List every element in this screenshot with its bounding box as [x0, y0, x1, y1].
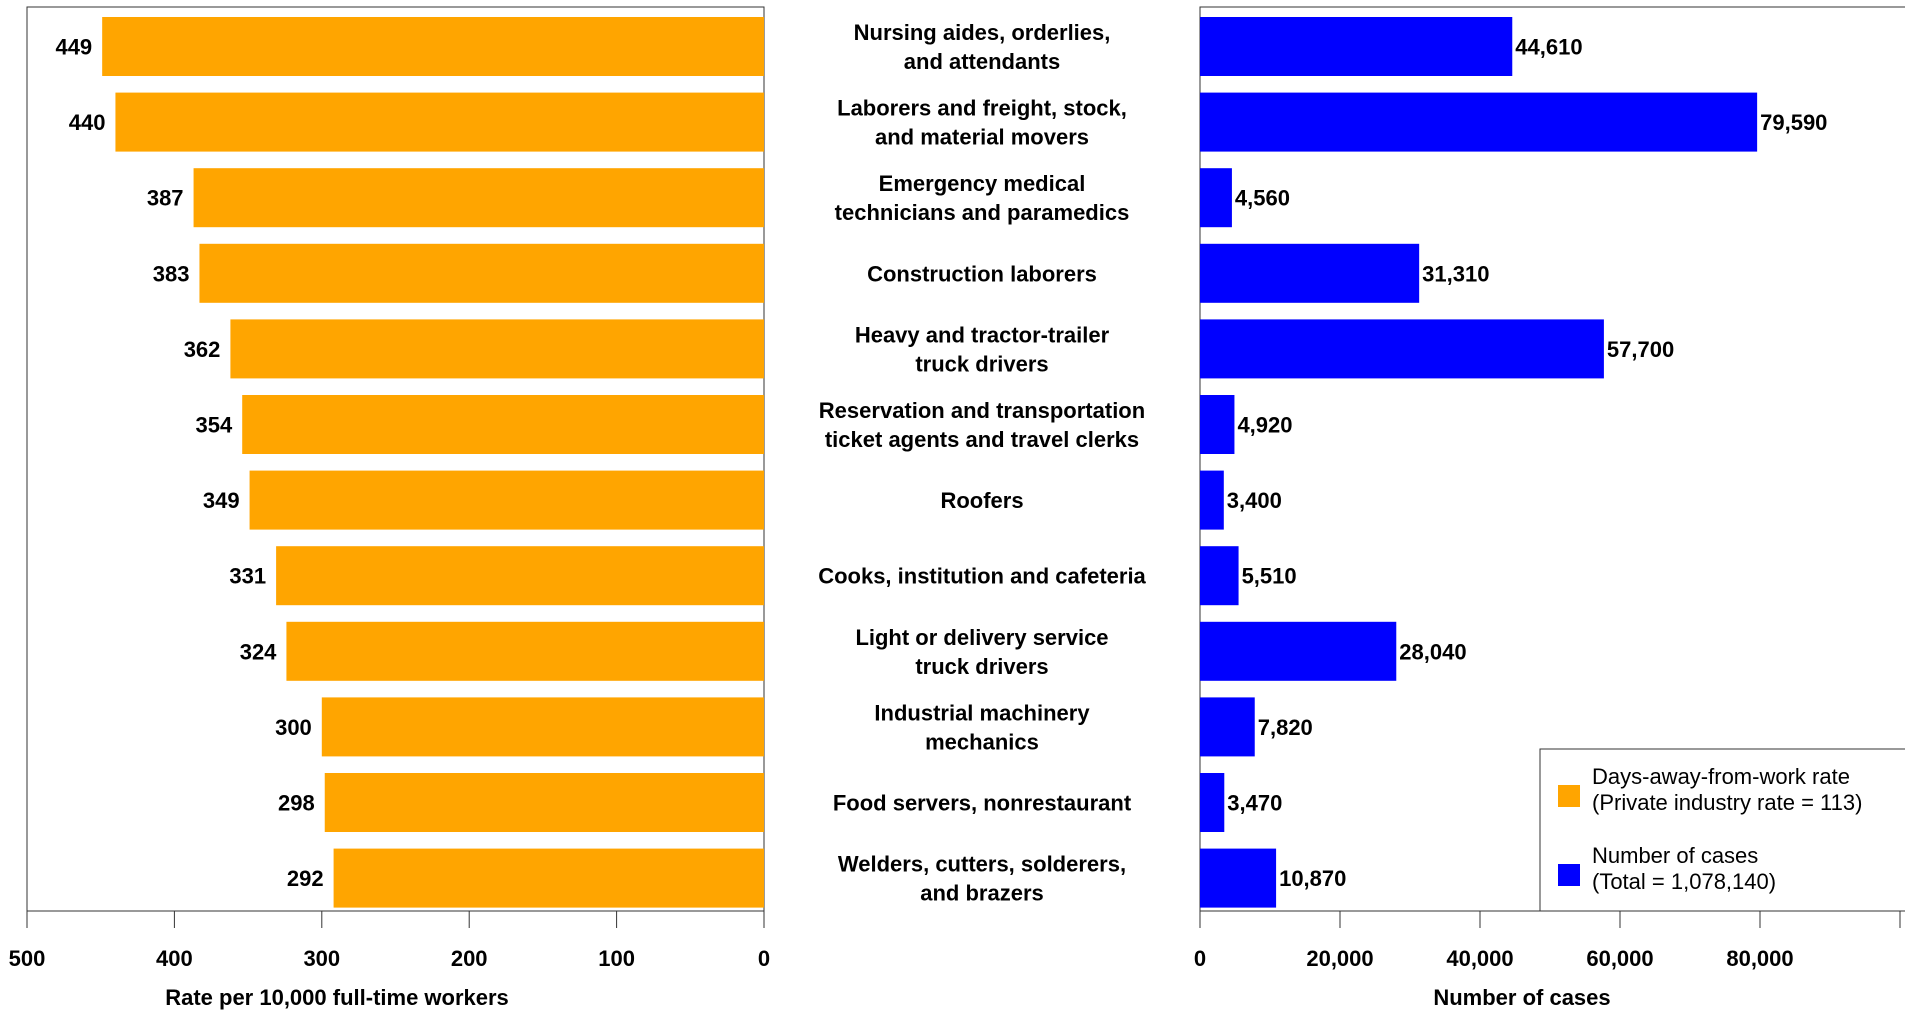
category-label: Food servers, nonrestaurant	[833, 791, 1132, 816]
rate-data-label: 324	[240, 639, 277, 664]
cases-data-label: 7,820	[1258, 715, 1313, 740]
cases-bar	[1200, 697, 1255, 757]
category-label: truck drivers	[915, 351, 1048, 376]
category-label: Light or delivery service	[855, 625, 1108, 650]
cases-bar	[1200, 546, 1239, 606]
category-label: and brazers	[920, 881, 1044, 906]
cases-data-label: 57,700	[1607, 337, 1674, 362]
legend-label: (Private industry rate = 113)	[1592, 790, 1862, 815]
category-label: and attendants	[904, 49, 1060, 74]
category-label: Construction laborers	[867, 261, 1097, 286]
left-axis-tick-label: 200	[451, 946, 488, 971]
rate-data-label: 440	[69, 110, 106, 135]
rate-data-label: 349	[203, 488, 240, 513]
left-axis-tick-label: 300	[303, 946, 340, 971]
left-axis-tick-label: 100	[598, 946, 635, 971]
rate-data-label: 331	[229, 564, 266, 589]
cases-bar	[1200, 168, 1232, 228]
right-axis-tick-label: 40,000	[1446, 946, 1513, 971]
category-label: Emergency medical	[879, 171, 1086, 196]
rate-bar	[324, 773, 764, 832]
cases-bar	[1200, 773, 1225, 832]
rate-bar	[193, 168, 764, 228]
rate-data-label: 387	[147, 186, 184, 211]
rate-bar	[115, 92, 764, 152]
rate-data-label: 362	[184, 337, 221, 362]
left-axis-tick-label: 500	[9, 946, 46, 971]
legend-label: (Total = 1,078,140)	[1592, 869, 1776, 894]
rate-data-label: 383	[153, 261, 190, 286]
cases-bar	[1200, 92, 1758, 152]
cases-data-label: 3,400	[1227, 488, 1282, 513]
rate-data-label: 292	[287, 866, 324, 891]
category-label: Industrial machinery	[874, 700, 1090, 725]
legend-label: Days-away-from-work rate	[1592, 764, 1850, 789]
category-label: ticket agents and travel clerks	[825, 427, 1139, 452]
legend-label: Number of cases	[1592, 843, 1758, 868]
left-axis-tick-label: 400	[156, 946, 193, 971]
rate-bar	[276, 546, 764, 606]
cases-bar	[1200, 17, 1513, 76]
cases-data-label: 79,590	[1760, 110, 1827, 135]
cases-data-label: 4,920	[1237, 413, 1292, 438]
cases-data-label: 31,310	[1422, 261, 1489, 286]
cases-data-label: 5,510	[1242, 564, 1297, 589]
category-label: Reservation and transportation	[819, 398, 1145, 423]
rate-data-label: 449	[55, 35, 92, 60]
right-axis-tick-label: 60,000	[1586, 946, 1653, 971]
cases-data-label: 10,870	[1279, 866, 1346, 891]
legend-box	[1539, 748, 1905, 912]
legend-swatch	[1558, 864, 1580, 886]
rate-bar	[333, 848, 764, 908]
cases-data-label: 3,470	[1227, 791, 1282, 816]
legend-swatch	[1558, 785, 1580, 807]
category-label: Laborers and freight, stock,	[837, 96, 1127, 121]
category-label: technicians and paramedics	[835, 200, 1130, 225]
rate-bar	[242, 395, 765, 454]
rate-data-label: 298	[278, 791, 315, 816]
cases-bar	[1200, 621, 1397, 681]
category-label: and material movers	[875, 125, 1089, 150]
cases-data-label: 28,040	[1399, 639, 1466, 664]
rate-bar	[230, 319, 765, 379]
category-label: truck drivers	[915, 654, 1048, 679]
left-axis-title: Rate per 10,000 full-time workers	[165, 985, 509, 1010]
left-axis-tick-label: 0	[758, 946, 770, 971]
cases-bar	[1200, 470, 1224, 530]
cases-bar	[1200, 243, 1420, 303]
rate-bar	[286, 621, 764, 681]
cases-bar	[1200, 848, 1277, 908]
rate-bar	[321, 697, 764, 757]
right-axis-tick-label: 0	[1194, 946, 1206, 971]
category-label: Cooks, institution and cafeteria	[818, 564, 1146, 589]
category-label: Heavy and tractor-trailer	[855, 322, 1110, 347]
category-label: mechanics	[925, 729, 1039, 754]
category-label: Welders, cutters, solderers,	[838, 852, 1126, 877]
rate-bar	[249, 470, 765, 530]
rate-data-label: 300	[275, 715, 312, 740]
rate-data-label: 354	[195, 413, 232, 438]
rate-bar	[199, 243, 764, 303]
category-label: Nursing aides, orderlies,	[854, 20, 1111, 45]
cases-data-label: 44,610	[1515, 35, 1582, 60]
right-axis-tick-label: 80,000	[1726, 946, 1793, 971]
cases-data-label: 4,560	[1235, 186, 1290, 211]
right-axis-title: Number of cases	[1433, 985, 1610, 1010]
category-label: Roofers	[940, 488, 1023, 513]
right-axis-tick-label: 20,000	[1306, 946, 1373, 971]
cases-bar	[1200, 395, 1235, 454]
rate-bar	[102, 17, 764, 76]
cases-bar	[1200, 319, 1604, 379]
